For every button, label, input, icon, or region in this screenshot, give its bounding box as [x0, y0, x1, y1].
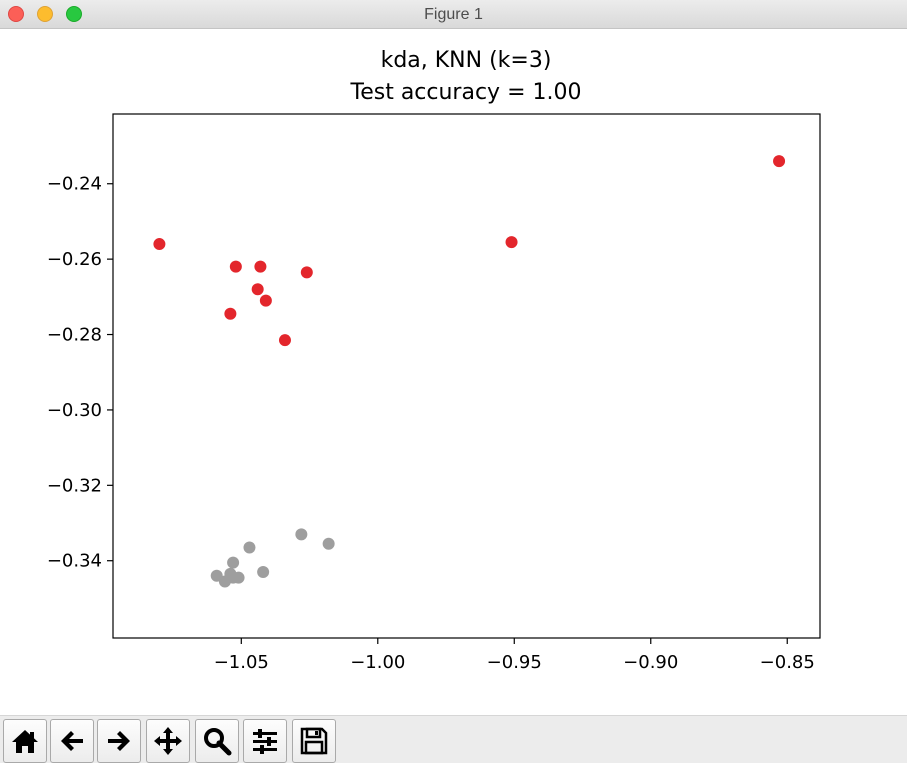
- red-data-point: [224, 307, 237, 320]
- red-data-point: [278, 334, 291, 347]
- save-button[interactable]: [292, 719, 336, 763]
- y-axis: −0.24 −0.26 −0.28 −0.30 −0.32 −0.34: [47, 174, 113, 572]
- forward-arrow-icon: [108, 731, 130, 751]
- window-title: Figure 1: [424, 6, 483, 23]
- x-tick-label: −1.00: [350, 652, 405, 673]
- home-button[interactable]: [3, 719, 47, 763]
- pan-button[interactable]: [146, 719, 190, 763]
- y-tick-label: −0.30: [47, 400, 102, 421]
- red-data-point: [300, 266, 313, 279]
- y-tick-label: −0.34: [47, 551, 102, 572]
- x-tick-label: −1.05: [214, 652, 269, 673]
- save-floppy-icon: [300, 727, 328, 755]
- red-data-point: [259, 294, 272, 307]
- window-titlebar: Figure 1: [0, 0, 907, 29]
- red-data-point: [229, 260, 242, 273]
- x-tick-label: −0.90: [623, 652, 678, 673]
- close-window-button[interactable]: [8, 6, 24, 22]
- configure-subplots-button[interactable]: [243, 719, 287, 763]
- plot-area: [112, 113, 821, 639]
- figure-canvas: kda, KNN (k=3) Test accuracy = 1.00 −1.0…: [0, 29, 907, 715]
- x-tick-label: −0.95: [487, 652, 542, 673]
- chart-subtitle: Test accuracy = 1.00: [350, 80, 582, 105]
- back-arrow-icon: [61, 731, 83, 751]
- configure-subplots-icon: [253, 729, 277, 754]
- red-data-point: [505, 236, 518, 249]
- x-tick-label: −0.85: [760, 652, 815, 673]
- red-data-point: [254, 260, 267, 273]
- red-data-point: [153, 238, 166, 251]
- gray-data-point: [227, 571, 240, 584]
- y-tick-label: −0.32: [47, 475, 102, 496]
- forward-button[interactable]: [97, 719, 141, 763]
- y-tick-label: −0.24: [47, 174, 102, 195]
- data-points: [153, 155, 786, 588]
- minimize-window-button[interactable]: [37, 6, 53, 22]
- y-tick-label: −0.28: [47, 325, 102, 346]
- zoom-magnifier-icon: [204, 728, 232, 756]
- red-data-point: [773, 155, 786, 168]
- gray-data-point: [243, 541, 256, 554]
- back-button[interactable]: [50, 719, 94, 763]
- gray-data-point: [227, 556, 240, 569]
- gray-data-point: [322, 537, 335, 550]
- home-icon: [12, 730, 38, 753]
- gray-data-point: [257, 566, 270, 579]
- chart-title: kda, KNN (k=3): [381, 48, 552, 73]
- gray-data-point: [295, 528, 308, 541]
- x-axis: −1.05 −1.00 −0.95 −0.90 −0.85: [214, 638, 815, 673]
- pan-move-icon: [154, 727, 182, 755]
- y-tick-label: −0.26: [47, 249, 102, 270]
- navigation-toolbar: [0, 715, 907, 763]
- zoom-button[interactable]: [195, 719, 239, 763]
- red-data-point: [251, 283, 264, 296]
- zoom-window-button[interactable]: [66, 6, 82, 22]
- scatter-chart: kda, KNN (k=3) Test accuracy = 1.00 −1.0…: [47, 48, 821, 673]
